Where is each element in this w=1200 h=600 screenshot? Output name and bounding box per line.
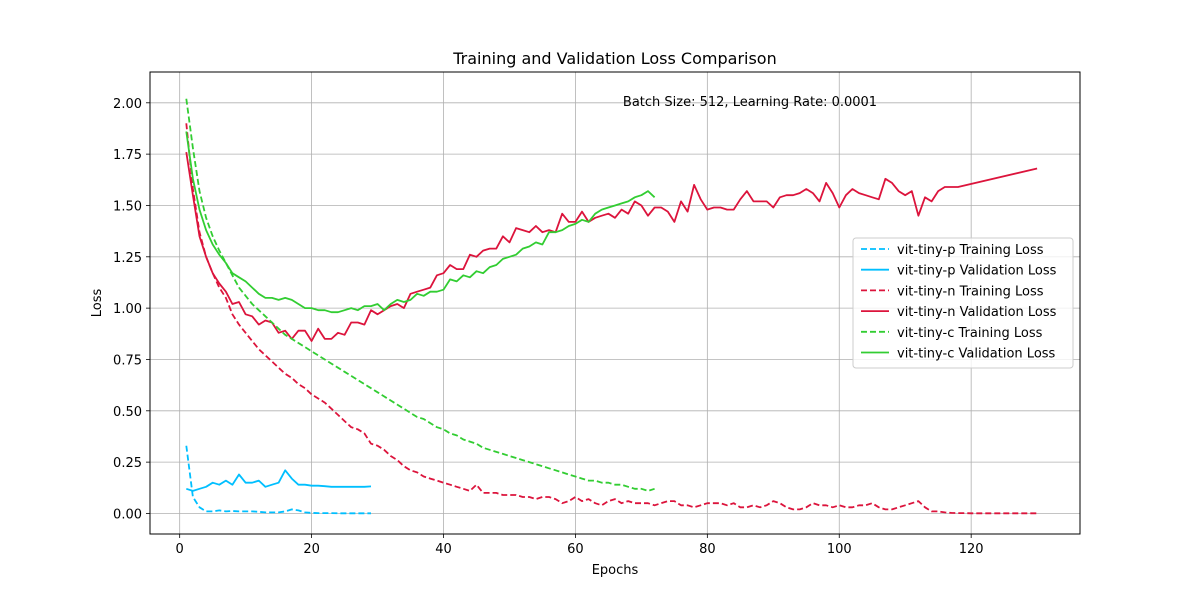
legend-label: vit-tiny-n Validation Loss [897,305,1057,320]
y-tick-label: 2.00 [113,97,142,112]
y-tick-label: 0.25 [113,456,142,471]
chart-title: Training and Validation Loss Comparison [452,49,776,68]
x-tick-label: 120 [959,542,984,557]
series-line-vit-tiny-n-validation-loss [185,151,1038,342]
plot-frame [149,71,1081,535]
legend-box [852,237,1074,369]
axis-ticks: 0 20 40 60 80 100 120 0.00 0.25 0.50 0.75 1.00 1.25 1… [113,97,984,557]
x-tick-label: 40 [435,542,452,557]
series-line-vit-tiny-p-validation-loss [186,469,372,492]
x-axis-label: Epochs [592,563,639,578]
legend-label: vit-tiny-p Training Loss [897,243,1044,258]
y-tick-label: 0.50 [113,405,142,420]
series-line-vit-tiny-p-training-loss [185,445,371,515]
legend-label: vit-tiny-n Training Loss [897,284,1044,299]
y-tick-label: 0.00 [113,507,142,522]
x-tick-label: 0 [176,542,184,557]
legend-label: vit-tiny-c Validation Loss [897,347,1056,362]
legend: vit-tiny-p Training Loss vit-tiny-p Valid… [852,237,1074,369]
x-tick-label: 80 [699,542,716,557]
y-tick-label: 1.25 [113,251,142,266]
x-tick-label: 100 [827,542,852,557]
series-lines [185,98,1038,515]
y-tick-label: 0.75 [113,353,142,368]
y-tick-label: 1.75 [113,148,142,163]
y-axis-label: Loss [90,289,105,318]
series-line-vit-tiny-c-validation-loss [185,131,656,314]
chart-annotation: Batch Size: 512, Learning Rate: 0.0001 [623,95,877,110]
series-line-vit-tiny-c-training-loss [185,98,655,492]
legend-label: vit-tiny-c Training Loss [897,326,1043,341]
y-tick-label: 1.00 [113,302,142,317]
legend-label: vit-tiny-p Validation Loss [897,264,1057,279]
y-tick-label: 1.50 [113,199,142,214]
x-tick-label: 60 [567,542,584,557]
x-tick-label: 20 [303,542,320,557]
series-line-vit-tiny-n-training-loss [185,123,1038,515]
